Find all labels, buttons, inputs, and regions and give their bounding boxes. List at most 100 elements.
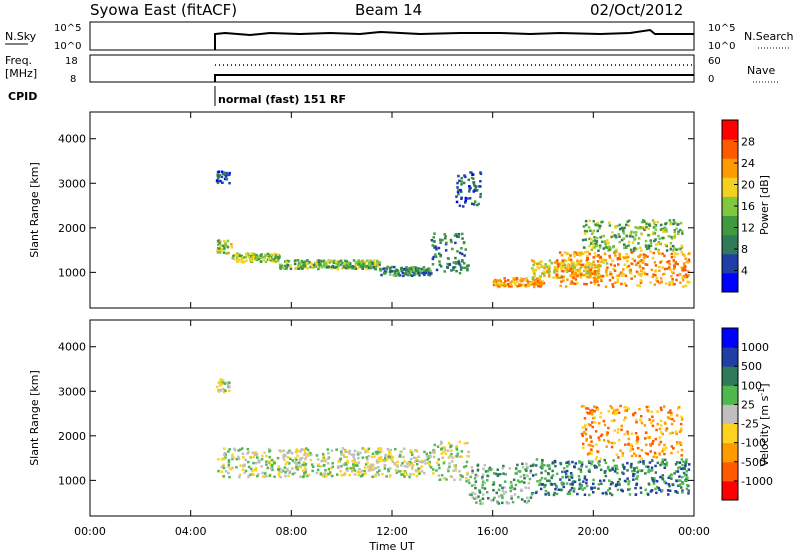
- data-cell: [514, 278, 517, 281]
- data-cell: [425, 268, 428, 272]
- data-cell: [406, 273, 409, 277]
- data-cell: [681, 475, 684, 479]
- data-cell: [635, 418, 638, 422]
- data-cell: [274, 256, 277, 259]
- nsky-trace: [214, 28, 694, 50]
- data-cell: [325, 474, 328, 477]
- data-cell: [682, 285, 685, 288]
- data-cell: [520, 488, 523, 492]
- data-cell: [334, 260, 338, 263]
- data-cell: [283, 466, 287, 469]
- data-cell: [288, 449, 291, 453]
- data-cell: [476, 474, 479, 478]
- data-cell: [298, 464, 301, 467]
- data-cell: [237, 455, 240, 459]
- data-cell: [265, 463, 268, 466]
- data-cell: [461, 266, 464, 269]
- nave-tick-top: 60: [708, 56, 721, 67]
- data-cell: [415, 458, 418, 461]
- data-cell: [227, 450, 230, 453]
- data-cell: [317, 463, 320, 466]
- data-cell: [483, 481, 486, 485]
- data-cell: [565, 270, 569, 273]
- data-cell: [681, 268, 685, 272]
- data-cell: [255, 452, 259, 456]
- data-cell: [535, 283, 538, 287]
- data-cell: [361, 262, 365, 266]
- data-cell: [628, 493, 632, 496]
- data-cell: [336, 466, 340, 470]
- data-cell: [556, 259, 559, 262]
- data-cell: [618, 438, 621, 442]
- data-cell: [566, 492, 570, 496]
- data-cell: [293, 461, 297, 464]
- data-cell: [687, 468, 691, 471]
- data-cell: [249, 258, 252, 261]
- data-cell: [347, 262, 350, 265]
- data-cell: [657, 486, 660, 490]
- data-cell: [365, 267, 368, 271]
- data-cell: [688, 252, 691, 255]
- data-cell: [352, 463, 355, 466]
- data-cell: [547, 270, 550, 274]
- data-cell: [680, 415, 683, 419]
- data-cell: [446, 266, 450, 269]
- data-cell: [571, 264, 575, 267]
- data-cell: [278, 470, 282, 474]
- data-cell: [587, 459, 591, 463]
- data-cell: [596, 280, 599, 283]
- data-cell: [280, 264, 284, 268]
- data-cell: [572, 261, 576, 265]
- data-cell: [527, 486, 530, 490]
- data-cell: [539, 487, 543, 491]
- data-cell: [271, 463, 274, 467]
- data-cell: [658, 281, 661, 285]
- data-cell: [585, 484, 589, 488]
- data-cell: [460, 180, 463, 183]
- data-cell: [496, 474, 500, 477]
- data-cell: [659, 223, 663, 227]
- data-cell: [410, 268, 413, 271]
- data-cell: [580, 463, 584, 466]
- data-cell: [483, 487, 487, 490]
- data-cell: [330, 449, 334, 452]
- data-cell: [675, 227, 678, 230]
- data-cell: [642, 460, 645, 463]
- data-cell: [599, 457, 602, 461]
- data-cell: [303, 264, 306, 268]
- data-cell: [588, 237, 591, 241]
- data-cell: [646, 436, 649, 439]
- data-cell: [431, 468, 435, 471]
- data-cell: [634, 226, 637, 229]
- data-cell: [533, 261, 537, 265]
- data-cell: [651, 275, 654, 279]
- data-cell: [640, 270, 644, 273]
- data-cell: [589, 263, 593, 266]
- data-cell: [299, 261, 302, 265]
- data-cell: [631, 241, 635, 244]
- data-cell: [678, 441, 682, 444]
- data-cell: [644, 431, 648, 434]
- data-cell: [458, 440, 461, 444]
- data-cell: [645, 222, 648, 225]
- data-cell: [639, 253, 642, 257]
- data-cell: [649, 490, 653, 493]
- data-cell: [549, 482, 552, 485]
- data-cell: [426, 268, 429, 271]
- data-cell: [578, 460, 581, 463]
- data-cell: [665, 249, 669, 252]
- data-cell: [340, 473, 343, 477]
- data-cell: [564, 269, 567, 272]
- data-cell: [601, 274, 605, 278]
- data-cell: [586, 452, 590, 456]
- data-cell: [580, 432, 584, 436]
- data-cell: [630, 462, 633, 466]
- data-cell: [526, 496, 529, 500]
- data-cell: [583, 475, 587, 478]
- data-cell: [236, 260, 239, 264]
- data-cell: [607, 410, 610, 413]
- data-cell: [680, 266, 684, 270]
- data-cell: [354, 267, 358, 270]
- data-cell: [671, 278, 674, 281]
- y-tick-label: 2000: [58, 222, 86, 235]
